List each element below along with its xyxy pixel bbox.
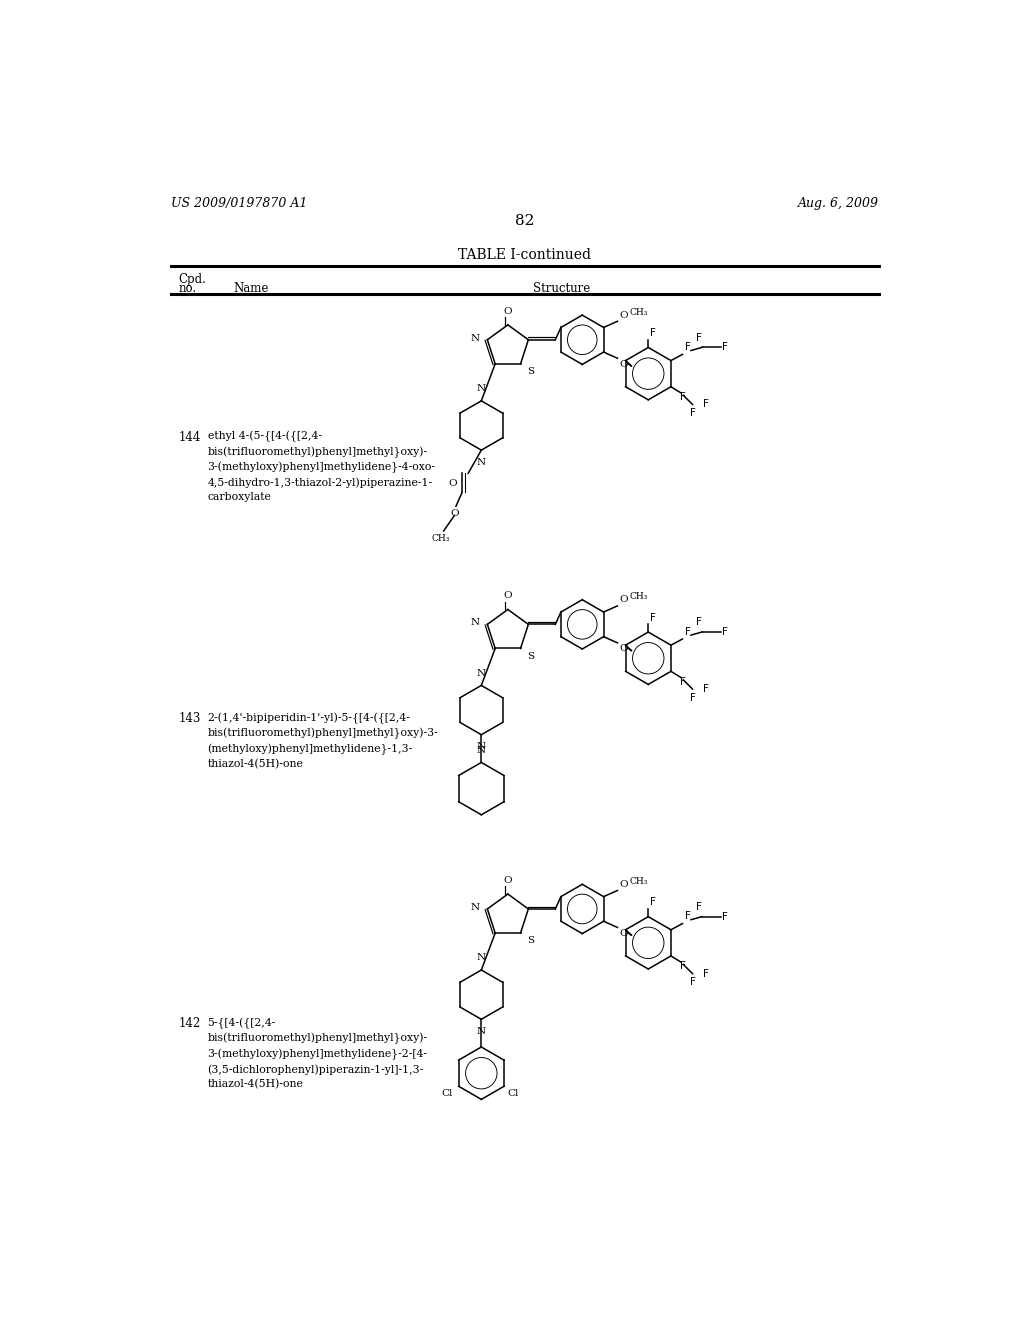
Text: F: F (695, 333, 701, 343)
Text: O: O (504, 306, 512, 315)
Text: O: O (618, 880, 628, 888)
Text: N: N (471, 334, 479, 343)
Text: O: O (451, 510, 459, 519)
Text: F: F (685, 627, 690, 636)
Text: CH₃: CH₃ (431, 535, 450, 543)
Text: F: F (695, 902, 701, 912)
Text: O: O (618, 644, 628, 653)
Text: F: F (703, 400, 710, 409)
Text: no.: no. (178, 282, 197, 296)
Text: F: F (650, 898, 655, 907)
Text: Cl: Cl (441, 1089, 453, 1098)
Text: N: N (477, 669, 486, 677)
Text: F: F (680, 392, 686, 403)
Text: Name: Name (233, 282, 268, 296)
Text: F: F (680, 677, 686, 686)
Text: O: O (618, 595, 628, 605)
Text: S: S (526, 652, 534, 660)
Text: F: F (685, 342, 690, 352)
Text: O: O (618, 929, 628, 939)
Text: N: N (477, 458, 486, 467)
Text: S: S (526, 367, 534, 376)
Text: 143: 143 (178, 713, 201, 725)
Text: US 2009/0197870 A1: US 2009/0197870 A1 (171, 197, 307, 210)
Text: Aug. 6, 2009: Aug. 6, 2009 (798, 197, 879, 210)
Text: N: N (477, 742, 486, 751)
Text: F: F (703, 684, 710, 694)
Text: 82: 82 (515, 214, 535, 228)
Text: Cl: Cl (507, 1089, 518, 1098)
Text: N: N (477, 953, 486, 962)
Text: O: O (449, 479, 458, 487)
Text: Cpd.: Cpd. (178, 273, 206, 286)
Text: 2-(1,4'-bipiperidin-1'-yl)-5-{[4-({[2,4-
bis(trifluoromethyl)phenyl]methyl}oxy)-: 2-(1,4'-bipiperidin-1'-yl)-5-{[4-({[2,4-… (208, 713, 438, 770)
Text: ethyl 4-(5-{[4-({[2,4-
bis(trifluoromethyl)phenyl]methyl}oxy)-
3-(methyloxy)phen: ethyl 4-(5-{[4-({[2,4- bis(trifluorometh… (208, 430, 435, 502)
Text: F: F (680, 961, 686, 972)
Text: 5-{[4-({[2,4-
bis(trifluoromethyl)phenyl]methyl}oxy)-
3-(methyloxy)phenyl]methyl: 5-{[4-({[2,4- bis(trifluoromethyl)phenyl… (208, 1018, 428, 1089)
Text: 142: 142 (178, 1018, 201, 1030)
Text: F: F (650, 329, 655, 338)
Text: Structure: Structure (534, 282, 591, 296)
Text: S: S (526, 936, 534, 945)
Text: N: N (471, 618, 479, 627)
Text: F: F (722, 342, 728, 352)
Text: O: O (504, 591, 512, 601)
Text: O: O (618, 360, 628, 368)
Text: F: F (722, 912, 728, 921)
Text: F: F (722, 627, 728, 638)
Text: TABLE I-continued: TABLE I-continued (459, 248, 591, 261)
Text: F: F (695, 618, 701, 627)
Text: CH₃: CH₃ (630, 876, 648, 886)
Text: CH₃: CH₃ (630, 593, 648, 602)
Text: N: N (471, 903, 479, 912)
Text: N: N (477, 1027, 486, 1036)
Text: F: F (650, 612, 655, 623)
Text: N: N (477, 384, 486, 393)
Text: N: N (477, 746, 486, 755)
Text: F: F (689, 408, 695, 418)
Text: F: F (685, 911, 690, 921)
Text: F: F (689, 693, 695, 702)
Text: F: F (703, 969, 710, 978)
Text: O: O (504, 875, 512, 884)
Text: F: F (689, 978, 695, 987)
Text: CH₃: CH₃ (630, 308, 648, 317)
Text: 144: 144 (178, 430, 201, 444)
Text: O: O (618, 310, 628, 319)
